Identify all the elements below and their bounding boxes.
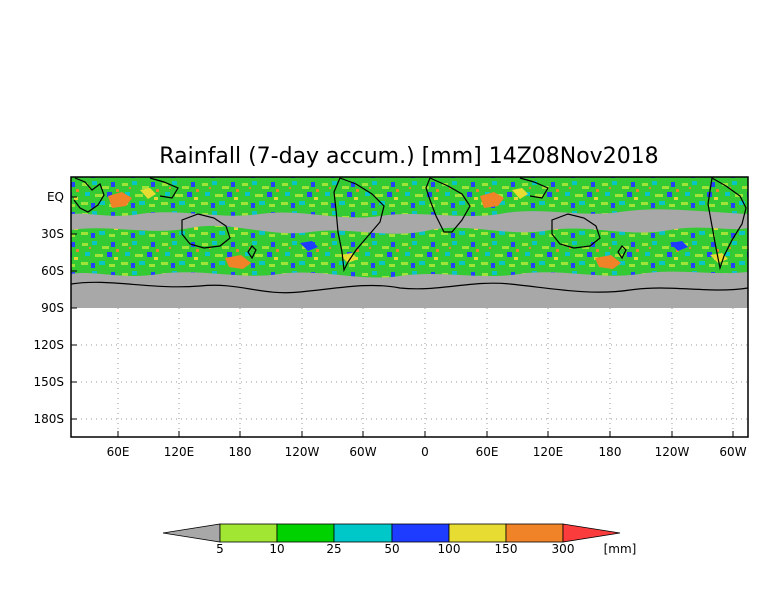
colorbar-segment: [391, 523, 450, 543]
coastlines: [70, 177, 749, 294]
x-tick-label: 60E: [107, 445, 130, 459]
x-tick-label: 60E: [476, 445, 499, 459]
x-tick-label: 120W: [285, 445, 320, 459]
colorbar-tick-label: 150: [495, 542, 518, 556]
y-tick-label: 120S: [33, 338, 64, 352]
plot-frame: [70, 176, 749, 438]
colorbar-segment: [448, 523, 507, 543]
x-tick-label: 120E: [533, 445, 564, 459]
x-axis: [117, 431, 734, 437]
colorbar: [162, 523, 621, 543]
colorbar-tick-label: 300: [552, 542, 575, 556]
y-tick-label: 30S: [41, 227, 64, 241]
x-tick-label: 180: [229, 445, 252, 459]
x-tick-label: 120W: [655, 445, 690, 459]
colorbar-low-triangle: [162, 523, 221, 543]
colorbar-tick-label: 100: [438, 542, 461, 556]
y-tick-label: 150S: [33, 375, 64, 389]
map-title: Rainfall (7-day accum.) [mm] 14Z08Nov201…: [159, 144, 658, 169]
colorbar-tick-label: 25: [326, 542, 341, 556]
colorbar-tick-label: 10: [269, 542, 284, 556]
colorbar-tick-label: 50: [384, 542, 399, 556]
y-tick-label: 60S: [41, 264, 64, 278]
x-tick-label: 120E: [164, 445, 195, 459]
y-axis: [71, 196, 77, 420]
colorbar-unit-label: [mm]: [604, 542, 637, 556]
x-tick-label: 180: [599, 445, 622, 459]
colorbar-tick-label: 5: [216, 542, 224, 556]
colorbar-segment: [333, 523, 393, 543]
colorbar-segment: [219, 523, 278, 543]
rainfall-field: [71, 177, 748, 308]
colorbar-segment: [276, 523, 335, 543]
colorbar-high-triangle: [562, 523, 621, 543]
x-tick-label: 60W: [719, 445, 746, 459]
x-tick-label: 0: [421, 445, 429, 459]
y-tick-label: EQ: [47, 190, 64, 204]
colorbar-segment: [505, 523, 564, 543]
y-tick-label: 90S: [41, 301, 64, 315]
y-tick-label: 180S: [33, 412, 64, 426]
x-tick-label: 60W: [349, 445, 376, 459]
